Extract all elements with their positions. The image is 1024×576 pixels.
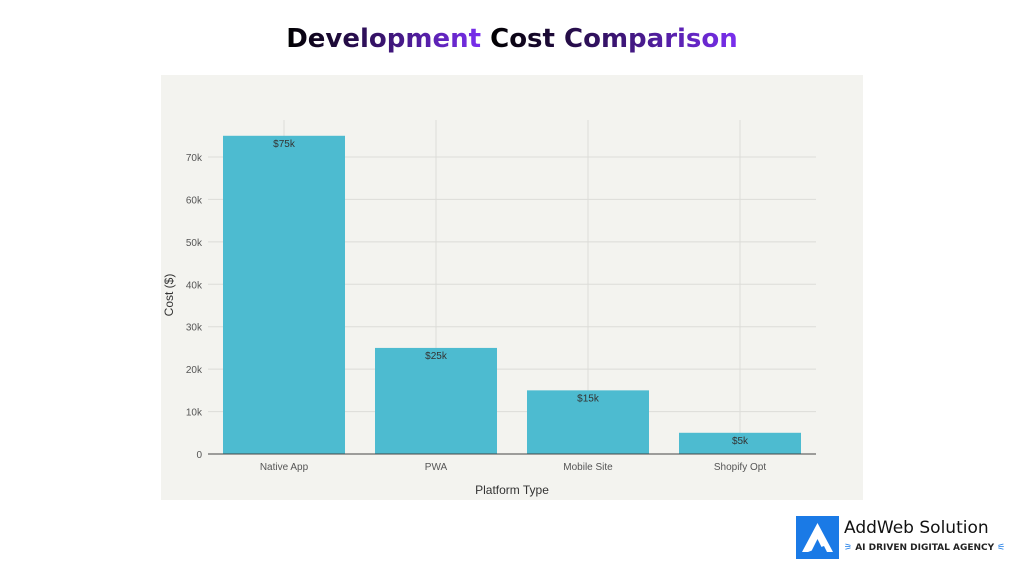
x-tick-label: Native App [260,462,309,473]
title-part-1: Development [286,24,482,54]
bar [679,432,801,454]
x-tick-label: Shopify Opt [714,462,766,473]
y-tick-label: 20k [186,365,203,376]
data-label: $15k [577,393,600,404]
bar [375,347,497,454]
bar [527,390,649,454]
logo-tagline: ⚞ AI DRIVEN DIGITAL AGENCY ⚟ [844,543,1006,553]
logo-name: AddWeb Solution [844,518,989,538]
logo-mark-icon [796,516,839,559]
y-tick-label: 30k [186,323,203,334]
x-tick-label: Mobile Site [563,462,613,473]
y-tick-label: 60k [186,195,203,206]
y-tick-label: 10k [186,408,203,419]
chart-title: Development Cost Comparison [0,24,1024,54]
bar [223,135,345,455]
title-part-2: Cost Comparison [490,24,738,54]
y-tick-label: 40k [186,280,203,291]
logo-tagline-text: AI DRIVEN DIGITAL AGENCY [855,543,995,553]
data-label: $5k [732,436,749,447]
data-label: $75k [273,139,296,150]
y-axis-title: Cost ($) [162,274,176,317]
y-tick-label: 0 [196,450,202,461]
data-label: $25k [425,351,448,362]
x-tick-label: PWA [425,462,448,473]
addweb-logo: AddWeb Solution ⚞ AI DRIVEN DIGITAL AGEN… [796,516,1024,564]
y-tick-label: 70k [186,153,203,164]
y-tick-label: 50k [186,238,203,249]
x-axis-title: Platform Type [475,483,549,497]
